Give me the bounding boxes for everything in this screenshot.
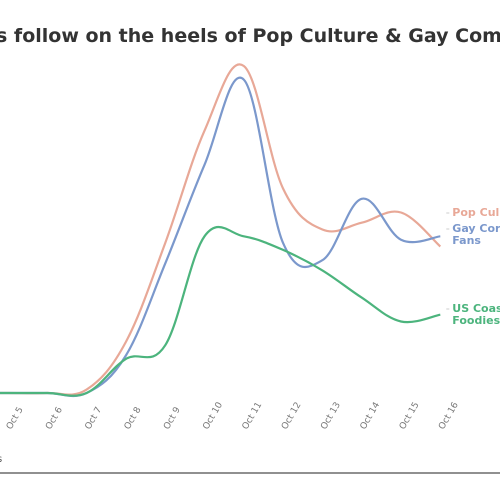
series-lines [0, 63, 442, 398]
series-label-pop-cul: Pop Cul [452, 206, 499, 219]
x-tick-label-7: Oct 11 [241, 401, 265, 432]
x-tick-label-11: Oct 15 [398, 401, 422, 432]
x-tick-label-4: Oct 8 [123, 405, 144, 431]
series-label-us-coas-foodies: US Coas Foodies [452, 302, 500, 327]
x-tick-label-2: Oct 6 [44, 405, 65, 431]
x-tick-label-9: Oct 13 [319, 401, 343, 432]
x-tick-label-12: Oct 16 [437, 400, 461, 431]
series-line-us-coas-foodies [0, 225, 441, 397]
x-tick-label-10: Oct 14 [359, 400, 383, 431]
x-tick-label-8: Oct 12 [280, 401, 304, 432]
chart-title: s follow on the heels of Pop Culture & G… [0, 25, 500, 47]
series-labels: Pop Cul Gay Cor Fans US Coas Foodies [446, 206, 500, 327]
x-tick-label-1: Oct 5 [5, 406, 26, 432]
x-axis-ticks: Oct 5 Oct 6 Oct 7 Oct 8 Oct 9 Oct 10 Oct 11 Oct… [5, 400, 461, 431]
x-tick-label-3: Oct 7 [84, 406, 105, 432]
footer-marker: s [0, 454, 2, 465]
x-tick-label-6: Oct 10 [201, 400, 225, 431]
series-label-gay-com-fans: Gay Cor Fans [452, 222, 500, 247]
series-line-gay-com-fans [0, 76, 441, 398]
x-tick-label-5: Oct 9 [162, 405, 183, 431]
